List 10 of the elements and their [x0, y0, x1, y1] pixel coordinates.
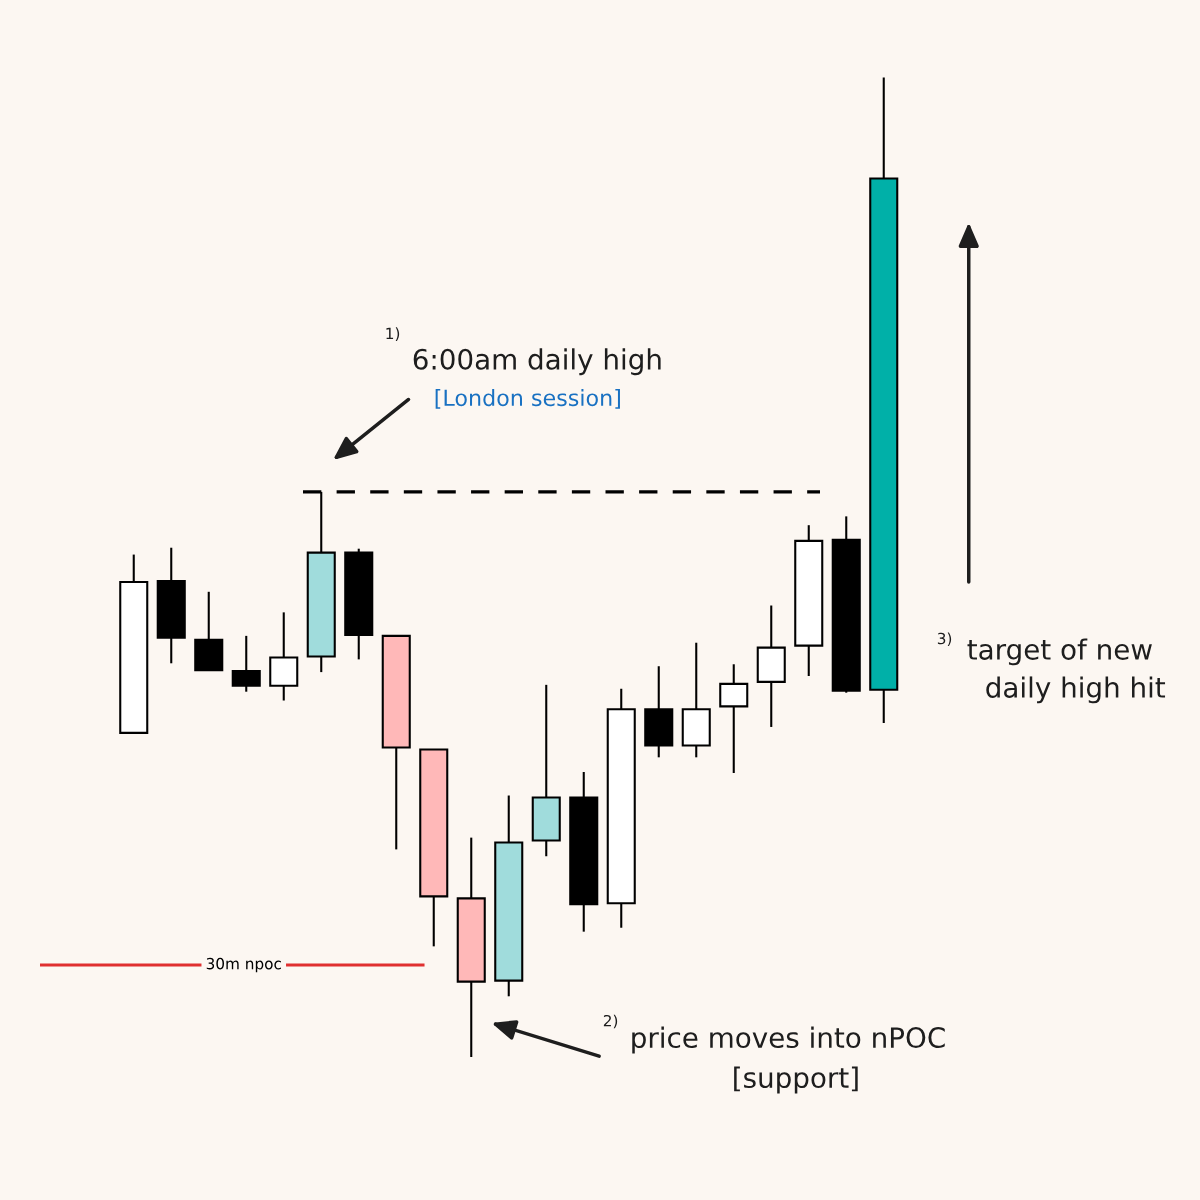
annotation: 1) [386, 327, 400, 341]
annotation: 2) [603, 1014, 618, 1029]
text: target of new [967, 638, 1152, 666]
annotation: price moves into nPOC [632, 1026, 945, 1054]
ref-line-label: 30m npoc [206, 957, 281, 973]
text: 3) [937, 632, 952, 647]
text: daily high hit [986, 676, 1166, 704]
text: [support] [734, 1066, 858, 1094]
annotation: 6:00am daily high [413, 348, 661, 376]
annotation: [London session] [435, 388, 620, 409]
